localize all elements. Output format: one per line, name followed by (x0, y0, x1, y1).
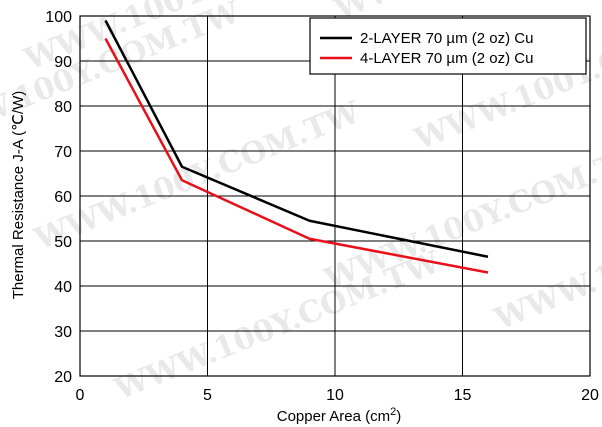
y-tick-label: 20 (54, 369, 72, 386)
series-line-4-layer (104, 37, 489, 274)
x-tick-label: 0 (76, 387, 85, 404)
x-axis-label-superscript: 2 (390, 406, 396, 418)
legend-label-2-layer: 2-LAYER 70 µm (2 oz) Cu (360, 30, 533, 47)
x-tick-label: 10 (326, 387, 344, 404)
x-tick-labels: 0 5 10 15 20 (76, 387, 599, 404)
plot-area (79, 15, 591, 377)
watermark-text: WWW.100Y.COM.TW (109, 244, 446, 407)
series-line-2-layer (104, 19, 489, 258)
y-tick-label: 40 (54, 279, 72, 296)
legend: 2-LAYER 70 µm (2 oz) Cu 4-LAYER 70 µm (2… (309, 17, 587, 75)
legend-box (309, 17, 587, 75)
x-tick-label: 5 (203, 387, 212, 404)
y-tick-label: 30 (54, 324, 72, 341)
y-tick-label: 80 (54, 99, 72, 116)
y-tick-labels: 20 30 40 50 60 70 80 90 100 (45, 9, 72, 386)
legend-label-4-layer: 4-LAYER 70 µm (2 oz) Cu (360, 50, 533, 67)
series-lines (104, 19, 489, 274)
x-axis-label: Copper Area (cm2) (277, 406, 402, 425)
x-axis-label-suffix: ) (396, 408, 401, 425)
y-tick-label: 70 (54, 144, 72, 161)
y-tick-label: 90 (54, 54, 72, 71)
y-axis-label: Thermal Resistance J-A (℃/W) (10, 91, 27, 300)
y-tick-label: 100 (45, 9, 72, 26)
x-axis-label-text: Copper Area (cm (277, 408, 390, 425)
x-tick-label: 15 (454, 387, 472, 404)
x-tick-label: 20 (581, 387, 599, 404)
y-tick-label: 60 (54, 189, 72, 206)
y-tick-label: 50 (54, 234, 72, 251)
